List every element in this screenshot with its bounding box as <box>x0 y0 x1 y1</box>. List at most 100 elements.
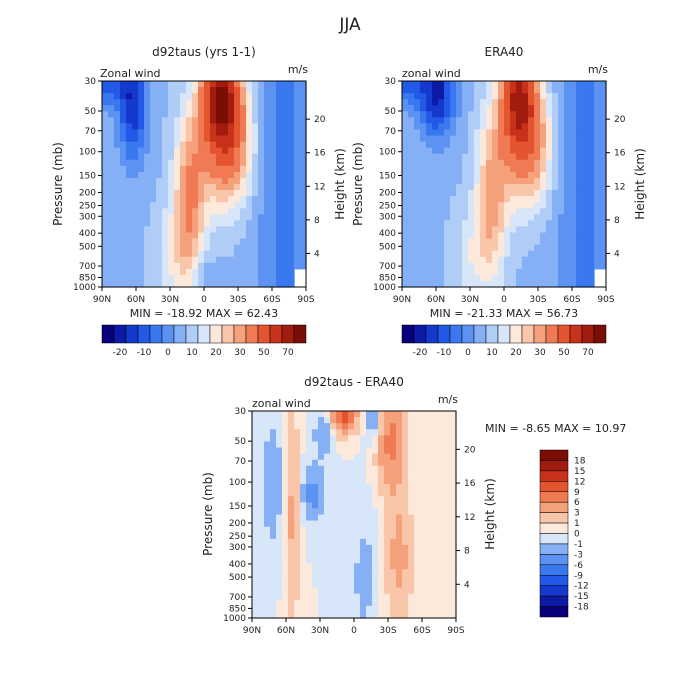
heatmap-cell <box>576 159 583 167</box>
heatmap-cell <box>594 177 601 185</box>
heatmap-cell <box>582 232 589 240</box>
heatmap-cell <box>150 196 157 203</box>
x-tick-label: 30S <box>229 295 246 305</box>
heatmap-cell <box>342 441 349 449</box>
heatmap-cell <box>366 544 373 552</box>
heatmap-cell <box>540 93 547 100</box>
heatmap-cell <box>396 563 403 570</box>
heatmap-cell <box>252 526 259 534</box>
heatmap-cell <box>300 238 307 246</box>
heatmap-cell <box>408 117 415 125</box>
heatmap-cell <box>408 81 415 88</box>
heatmap-cell <box>228 244 235 252</box>
heatmap-cell <box>102 117 109 125</box>
heatmap-cell <box>264 81 271 88</box>
heatmap-cell <box>264 262 271 270</box>
heatmap-cell <box>420 256 427 264</box>
heatmap-cell <box>282 599 289 607</box>
colorbar-label: 30 <box>234 348 246 358</box>
heatmap-cell <box>264 256 271 264</box>
heatmap-cell <box>252 93 259 100</box>
colorbar-label: 3 <box>574 509 580 519</box>
heatmap-cell <box>306 429 313 436</box>
heatmap-cell <box>252 465 259 473</box>
heatmap-cell <box>198 190 205 197</box>
heatmap-cell <box>444 508 451 516</box>
heatmap-cell <box>384 423 391 430</box>
heatmap-cell <box>264 159 271 167</box>
heatmap-cell <box>264 111 271 118</box>
heatmap-cell <box>456 196 463 203</box>
heatmap-cell <box>288 159 295 167</box>
heatmap-cell <box>384 514 391 522</box>
heatmap-cell <box>252 262 259 270</box>
heatmap-cell <box>474 135 481 143</box>
heatmap-cell <box>240 135 247 143</box>
heatmap-cell <box>414 514 421 522</box>
heatmap-cell <box>450 423 457 430</box>
heatmap-cell <box>264 490 271 497</box>
heatmap-cell <box>540 208 547 215</box>
heatmap-cell <box>486 93 493 100</box>
heatmap-cell <box>474 147 481 155</box>
heatmap-cell <box>390 496 397 503</box>
heatmap-cell <box>210 262 217 270</box>
heatmap-cell <box>132 99 139 106</box>
heatmap-cell <box>498 117 505 125</box>
heatmap-cell <box>252 441 259 449</box>
colorbar-swatch <box>461 324 475 344</box>
heatmap-cell <box>366 423 373 430</box>
heatmap-cell <box>252 226 259 234</box>
heatmap-cell <box>414 575 421 583</box>
heatmap-cell <box>300 165 307 173</box>
heatmap-cell <box>168 220 175 228</box>
heatmap-cell <box>474 177 481 185</box>
heatmap-cell <box>594 123 601 131</box>
heatmap-cell <box>312 551 319 558</box>
heatmap-cell <box>300 81 307 88</box>
heatmap-cell <box>252 274 259 282</box>
heatmap-cell <box>594 250 601 258</box>
heatmap-cell <box>282 605 289 613</box>
heatmap-cell <box>138 214 145 221</box>
heatmap-cell <box>246 129 253 137</box>
heatmap-cell <box>420 147 427 155</box>
y-tick-label: 500 <box>79 242 96 252</box>
heatmap-cell <box>216 184 223 191</box>
heatmap-cell <box>450 244 457 252</box>
heatmap-cell <box>552 177 559 185</box>
heatmap-cell <box>264 184 271 191</box>
heatmap-cell <box>210 202 217 209</box>
heatmap-cell <box>474 244 481 252</box>
heatmap-cell <box>576 177 583 185</box>
heatmap-cell <box>258 220 265 228</box>
heatmap-cell <box>468 184 475 191</box>
heatmap-cell <box>336 532 343 540</box>
heatmap-cell <box>192 177 199 185</box>
heatmap-cell <box>186 177 193 185</box>
heatmap-cell <box>576 117 583 125</box>
heatmap-cell <box>444 147 451 155</box>
heatmap-cell <box>132 159 139 167</box>
heatmap-cell <box>258 538 265 546</box>
heatmap-cell <box>312 563 319 570</box>
heatmap-cell <box>228 274 235 282</box>
heatmap-cell <box>516 214 523 221</box>
heatmap-cell <box>552 202 559 209</box>
heatmap-cell <box>282 190 289 197</box>
heatmap-cell <box>162 105 169 112</box>
heatmap-cell <box>462 256 469 264</box>
heatmap-cell <box>156 141 163 149</box>
heatmap-cell <box>396 490 403 497</box>
height-tick-label: 4 <box>614 249 620 259</box>
heatmap-cell <box>312 544 319 552</box>
heatmap-cell <box>192 232 199 240</box>
heatmap-cell <box>600 202 607 209</box>
heatmap-cell <box>372 477 379 485</box>
heatmap-cell <box>174 87 181 94</box>
heatmap-cell <box>450 214 457 221</box>
heatmap-cell <box>414 599 421 607</box>
heatmap-cell <box>438 496 445 503</box>
heatmap-cell <box>498 177 505 185</box>
heatmap-cell <box>282 417 289 424</box>
